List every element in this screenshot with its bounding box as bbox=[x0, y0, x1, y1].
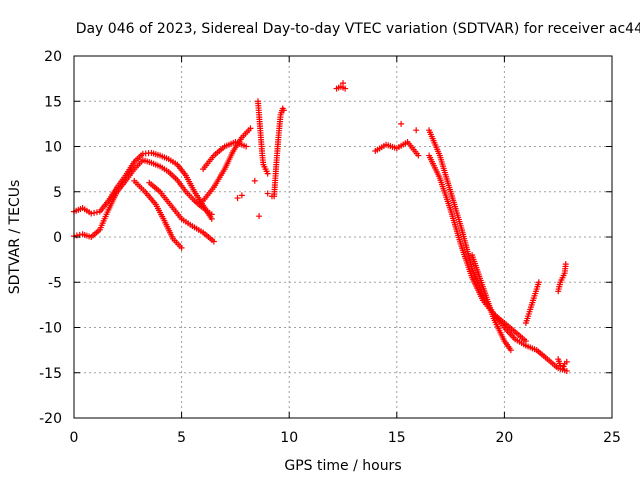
series-4 bbox=[200, 125, 254, 204]
y-axis-label: SDTVAR / TECUs bbox=[7, 180, 23, 295]
series-8 bbox=[333, 83, 349, 92]
point-8-2 bbox=[342, 85, 349, 92]
y-tick-label-5: 5 bbox=[53, 185, 62, 201]
y-tick-label-4: 0 bbox=[53, 230, 62, 246]
point-16-5 bbox=[234, 195, 241, 202]
series-16 bbox=[234, 80, 420, 220]
point-16-8 bbox=[340, 80, 346, 87]
y-tick-label-0: -20 bbox=[39, 411, 62, 427]
point-7-5 bbox=[280, 107, 287, 114]
point-3-6 bbox=[210, 238, 217, 245]
series-6 bbox=[254, 98, 271, 177]
point-16-6 bbox=[398, 120, 405, 127]
series-5 bbox=[200, 138, 250, 173]
series-7 bbox=[271, 105, 287, 200]
series-12 bbox=[469, 252, 514, 354]
series-15 bbox=[555, 356, 570, 373]
point-0-2-2 bbox=[93, 209, 100, 216]
point-1-16 bbox=[208, 211, 215, 218]
point-4-5 bbox=[247, 125, 254, 132]
point-16-1 bbox=[256, 213, 263, 220]
series-0 bbox=[71, 149, 215, 222]
series-13 bbox=[522, 279, 542, 326]
y-tick-label-2: -10 bbox=[39, 321, 62, 337]
series-2 bbox=[131, 177, 185, 251]
point-13-3 bbox=[535, 279, 542, 286]
y-tick-label-1: -15 bbox=[39, 366, 62, 382]
x-tick-label-4: 20 bbox=[495, 430, 513, 446]
point-2-5 bbox=[178, 244, 185, 251]
y-tick-label-7: 15 bbox=[44, 94, 62, 110]
point-15-4 bbox=[563, 358, 570, 365]
x-axis-label: GPS time / hours bbox=[284, 458, 401, 474]
point-12-4 bbox=[507, 347, 514, 354]
grid-layer bbox=[74, 56, 612, 418]
chart-title: Day 046 of 2023, Sidereal Day-to-day VTE… bbox=[76, 21, 640, 37]
y-tick-label-8: 20 bbox=[44, 49, 62, 65]
series-9 bbox=[372, 138, 422, 159]
x-tick-label-3: 15 bbox=[388, 430, 406, 446]
point-0-2-1 bbox=[91, 209, 98, 216]
y-tick-label-3: -5 bbox=[48, 275, 62, 291]
x-tick-label-2: 10 bbox=[280, 430, 298, 446]
series-14 bbox=[555, 261, 569, 295]
series-3 bbox=[146, 179, 217, 245]
point-10-13 bbox=[563, 367, 570, 374]
point-6-6 bbox=[264, 170, 271, 177]
series-10 bbox=[426, 127, 570, 374]
point-16-4 bbox=[238, 192, 245, 199]
point-15-1 bbox=[557, 362, 564, 369]
data-points bbox=[71, 80, 570, 374]
x-tick-label-5: 25 bbox=[603, 430, 621, 446]
point-11-9 bbox=[522, 338, 529, 345]
axis-ticks: 0 5 10 15 20 25 -20 -15 -10 -5 0 5 10 15 20 bbox=[39, 49, 621, 446]
point-16-2 bbox=[264, 190, 271, 197]
y-tick-label-6: 10 bbox=[44, 140, 62, 156]
point-16-7 bbox=[413, 127, 420, 134]
point-14-4 bbox=[562, 261, 569, 268]
series-11 bbox=[426, 152, 529, 345]
point-15-2-1 bbox=[560, 363, 567, 370]
point-15-2 bbox=[559, 366, 566, 373]
x-tick-label-0: 0 bbox=[70, 430, 79, 446]
point-16-0 bbox=[251, 177, 258, 184]
point-0-2 bbox=[88, 210, 95, 217]
point-16-3 bbox=[268, 193, 275, 200]
x-tick-label-1: 5 bbox=[177, 430, 186, 446]
point-9-4 bbox=[415, 152, 422, 159]
point-1-0-1 bbox=[73, 232, 80, 239]
point-5-4 bbox=[243, 143, 250, 150]
